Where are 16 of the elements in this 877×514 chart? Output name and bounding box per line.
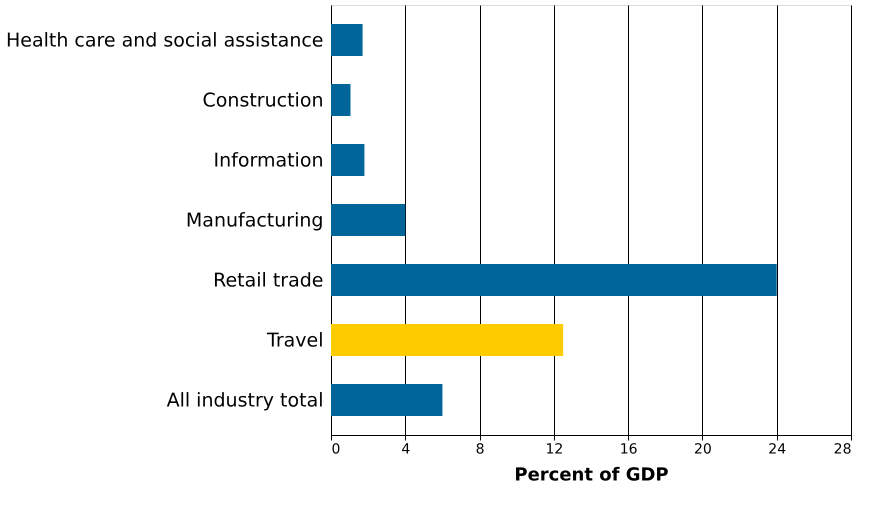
x-tick-label: 20 xyxy=(694,442,712,458)
y-tick-label: Construction xyxy=(202,90,324,112)
y-tick-label: Retail trade xyxy=(213,270,324,292)
y-tick-label: Manufacturing xyxy=(186,210,324,232)
x-tick-label: 0 xyxy=(332,442,340,458)
x-tick-label: 24 xyxy=(768,442,786,458)
x-tick-label: 12 xyxy=(545,442,564,458)
x-axis-title: Percent of GDP xyxy=(514,464,669,486)
y-tick-label: Information xyxy=(214,150,324,172)
y-tick-label: Travel xyxy=(266,330,324,352)
x-tick-label: 4 xyxy=(401,442,410,458)
x-tick-label: 28 xyxy=(834,442,852,458)
y-tick-label: Health care and social assistance xyxy=(6,30,324,52)
y-tick-label: All industry total xyxy=(166,390,324,412)
x-tick-label: 8 xyxy=(476,442,485,458)
x-tick-label: 16 xyxy=(620,442,638,458)
